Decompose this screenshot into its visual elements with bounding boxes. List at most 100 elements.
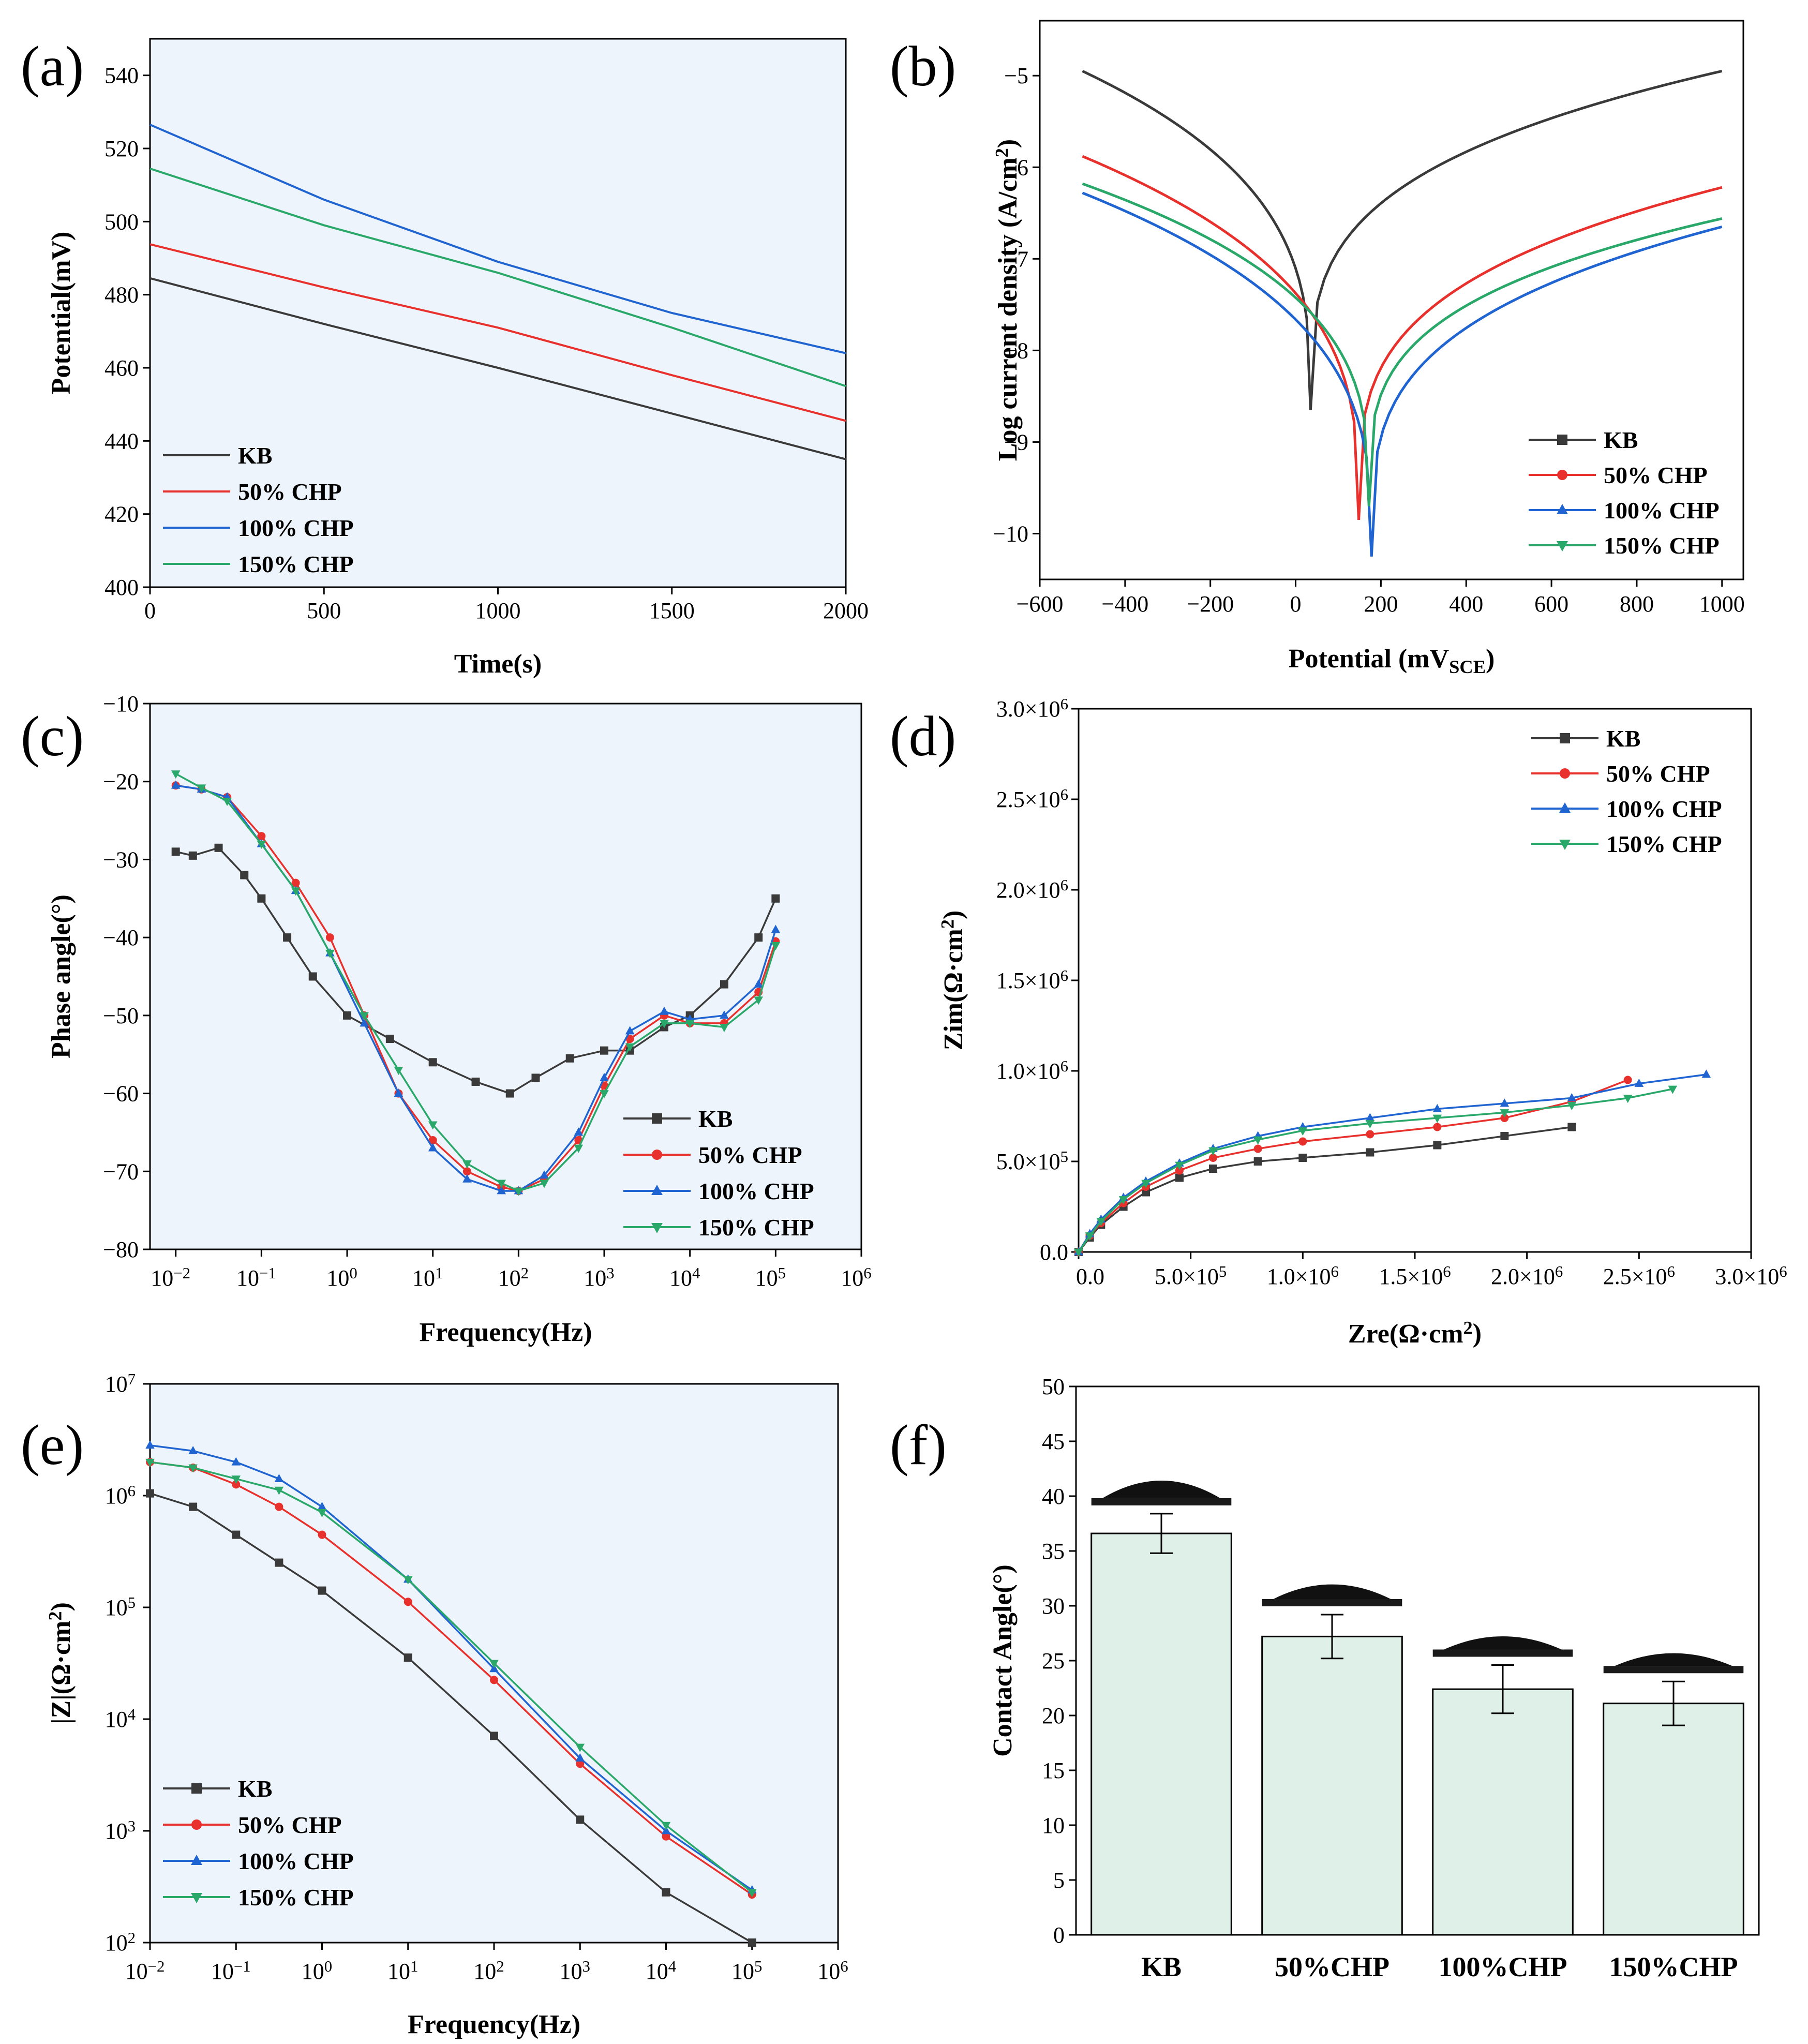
y-tick-label-f: 10 <box>1042 1813 1065 1838</box>
droplet-substrate-0 <box>1091 1498 1232 1505</box>
x-category-label-f: 100%CHP <box>1439 1951 1567 1982</box>
data-point-e-0 <box>232 1530 241 1539</box>
y-tick-label-f: 30 <box>1042 1593 1065 1619</box>
x-tick-label-c: 10−2 <box>151 1264 190 1291</box>
legend-marker-d-1 <box>1560 768 1570 779</box>
data-point-c-1 <box>257 832 266 841</box>
data-point-e-1 <box>318 1530 326 1539</box>
data-point-d-0 <box>1253 1157 1262 1166</box>
legend-marker-b-0 <box>1557 435 1567 445</box>
data-point-c-3 <box>197 784 206 793</box>
droplet-image-2 <box>1444 1636 1562 1650</box>
legend-marker-e-3 <box>191 1893 202 1903</box>
data-point-c-2 <box>428 1143 438 1152</box>
y-tick-label-a: 540 <box>104 63 139 88</box>
plot-area-c <box>149 703 862 1250</box>
y-tick-label-e: 103 <box>105 1817 136 1844</box>
x-tick-label-a: 0 <box>144 598 156 623</box>
data-point-e-3 <box>661 1822 671 1830</box>
data-point-d-1 <box>1623 1076 1632 1084</box>
data-point-e-1 <box>232 1480 241 1489</box>
data-point-c-3 <box>171 770 181 779</box>
legend-marker-c-0 <box>652 1113 662 1124</box>
data-point-d-3 <box>1175 1161 1184 1170</box>
legend-label-e-3: 150% CHP <box>238 1884 354 1911</box>
data-point-e-3 <box>274 1486 284 1495</box>
data-point-d-2 <box>1500 1098 1510 1107</box>
data-point-c-2 <box>720 1010 729 1019</box>
x-axis-title-e: Frequency(Hz) <box>408 2010 580 2039</box>
data-point-c-3 <box>720 1024 729 1033</box>
data-point-d-2 <box>1567 1093 1577 1101</box>
chart-e: 10−2 10−1 100 101 102 103 104 105 106 102 103 104 10… <box>21 1370 848 2039</box>
data-point-d-1 <box>1500 1114 1509 1122</box>
y-tick-label-d: 1.0×106 <box>996 1057 1068 1084</box>
data-point-d-0 <box>1209 1165 1217 1173</box>
y-axis-title-a: Potential(mV) <box>47 232 76 395</box>
x-tick-label-c: 105 <box>755 1264 786 1291</box>
data-point-c-3 <box>428 1121 438 1130</box>
x-category-label-f: 50%CHP <box>1275 1951 1389 1982</box>
x-tick-label-b: 600 <box>1534 591 1568 617</box>
series-line-e-3 <box>150 1461 753 1893</box>
data-point-c-0 <box>214 843 223 852</box>
data-point-c-2 <box>171 780 181 789</box>
y-tick-label-a: 460 <box>104 355 139 381</box>
data-point-d-3 <box>1253 1136 1263 1145</box>
y-tick-label-f: 35 <box>1042 1539 1065 1564</box>
y-tick-label-d: 1.5×106 <box>996 967 1068 993</box>
data-point-c-3 <box>497 1180 506 1188</box>
y-tick-label-a: 500 <box>104 209 139 234</box>
y-tick-label-a: 520 <box>104 136 139 161</box>
x-tick-label-b: 0 <box>1290 591 1302 617</box>
x-tick-label-d: 3.0×106 <box>1715 1263 1787 1289</box>
droplet-substrate-3 <box>1603 1666 1744 1674</box>
legend-marker-b-3 <box>1557 541 1568 551</box>
bar-3 <box>1603 1703 1744 1936</box>
data-point-c-0 <box>308 972 317 981</box>
data-point-e-0 <box>662 1888 670 1897</box>
y-tick-label-c: −20 <box>103 769 139 795</box>
data-point-e-0 <box>318 1586 326 1595</box>
data-point-e-2 <box>231 1457 241 1466</box>
y-tick-label-f: 50 <box>1042 1374 1065 1399</box>
data-point-c-3 <box>222 797 232 806</box>
y-tick-label-c: −50 <box>103 1003 139 1028</box>
data-point-d-3 <box>1074 1248 1083 1257</box>
data-point-d-3 <box>1432 1114 1442 1123</box>
legend-label-c-3: 150% CHP <box>698 1214 814 1241</box>
legend-label-e-0: KB <box>238 1776 272 1802</box>
data-point-c-0 <box>505 1089 514 1098</box>
data-point-d-1 <box>1253 1144 1262 1153</box>
data-point-d-1 <box>1433 1123 1442 1131</box>
x-tick-label-b: 800 <box>1620 591 1654 617</box>
bar-0 <box>1090 1532 1232 1936</box>
data-point-c-2 <box>394 1088 404 1097</box>
series-line-e-0 <box>150 1493 753 1944</box>
legend-label-b-2: 100% CHP <box>1604 497 1720 524</box>
data-point-e-0 <box>404 1653 412 1662</box>
data-point-c-3 <box>600 1090 609 1099</box>
legend-label-b-1: 50% CHP <box>1604 462 1708 488</box>
series-line-a-1 <box>150 243 846 422</box>
data-point-e-0 <box>146 1489 154 1498</box>
data-point-c-2 <box>540 1170 549 1179</box>
x-axis-title-c: Frequency(Hz) <box>419 1318 592 1347</box>
data-point-e-2 <box>188 1446 198 1454</box>
legend-label-a-2: 100% CHP <box>238 515 354 541</box>
data-point-c-3 <box>754 996 764 1005</box>
x-tick-label-e: 100 <box>302 1958 332 1984</box>
data-point-d-2 <box>1701 1069 1711 1078</box>
x-tick-label-e: 101 <box>387 1958 418 1984</box>
data-point-e-2 <box>145 1440 155 1449</box>
chart-a: 0 500 1000 1500 2000 400 420 440 460 480 500 520 540… <box>21 35 869 679</box>
data-point-e-1 <box>275 1502 283 1511</box>
data-point-c-0 <box>565 1054 574 1063</box>
data-point-e-2 <box>274 1474 284 1482</box>
legend-label-e-1: 50% CHP <box>238 1812 342 1838</box>
data-point-c-0 <box>257 894 266 903</box>
legend-label-c-0: KB <box>698 1106 733 1132</box>
data-point-c-3 <box>540 1180 549 1188</box>
x-tick-label-e: 105 <box>731 1958 762 1984</box>
